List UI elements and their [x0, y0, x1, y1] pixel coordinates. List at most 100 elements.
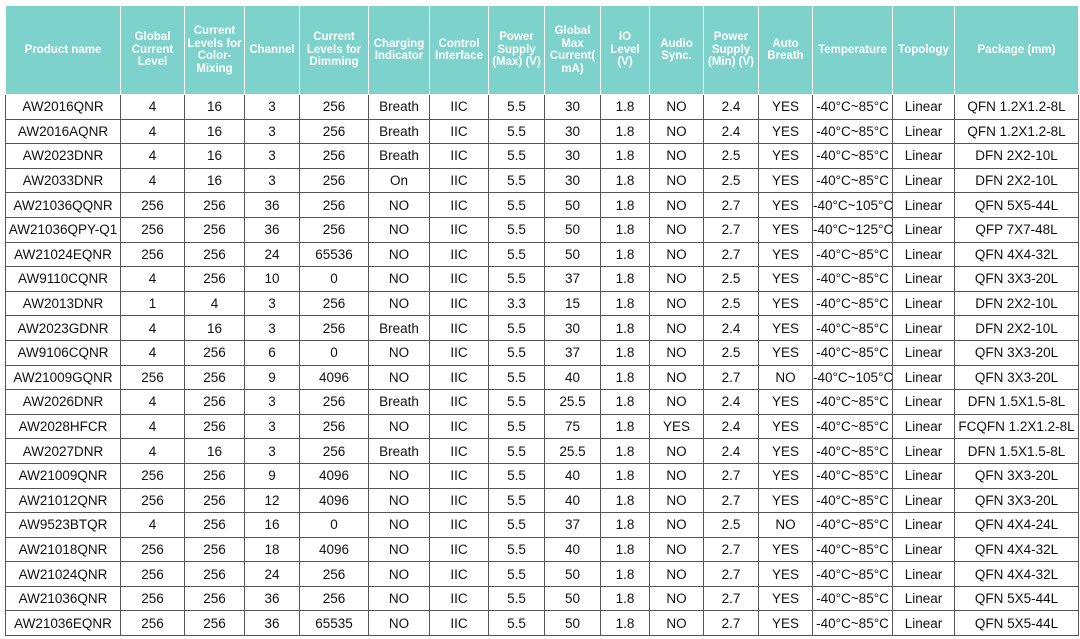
table-cell: IIC — [429, 585, 489, 612]
table-cell: Linear — [892, 315, 955, 341]
table-cell: 24 — [244, 561, 300, 587]
table-cell: 1.8 — [600, 339, 650, 366]
product-name-cell: AW21009GQNR — [5, 364, 121, 391]
table-cell: DFN 2X2-10L — [954, 167, 1079, 194]
table-cell: 1.8 — [600, 167, 650, 194]
table-cell: 40 — [544, 536, 601, 563]
column-header: Package (mm) — [954, 5, 1079, 95]
table-cell: YES — [758, 118, 813, 145]
table-cell: 1.8 — [600, 241, 650, 268]
table-row: AW21036EQNR 256 256 36 65535 NO IIC 5.5 50 1.8 NO 2… — [5, 610, 1079, 637]
table-cell: NO — [368, 339, 430, 366]
table-cell: QFN 5X5-44L — [954, 610, 1079, 637]
table-cell: DFN 1.5X1.5-8L — [954, 438, 1079, 464]
table-cell: NO — [649, 585, 704, 612]
table-cell: 256 — [120, 192, 185, 218]
table-cell: 4 — [120, 315, 185, 341]
table-cell: 12 — [244, 487, 300, 514]
table-cell: 1.8 — [600, 266, 650, 292]
table-cell: 4096 — [299, 364, 369, 391]
table-cell: 16 — [184, 315, 245, 341]
product-name-cell: AW2026DNR — [5, 389, 121, 415]
table-cell: 256 — [299, 389, 369, 415]
table-cell: Breath — [368, 118, 430, 145]
table-cell: NO — [758, 364, 813, 391]
table-cell: -40°C~85°C — [812, 610, 893, 637]
table-cell: 16 — [184, 438, 245, 464]
table-cell: -40°C~85°C — [812, 290, 893, 317]
table-cell: QFN 1.2X1.2-8L — [954, 118, 1079, 145]
table-cell: On — [368, 167, 430, 194]
table-cell: 0 — [299, 339, 369, 366]
product-name-cell: AW21036EQNR — [5, 610, 121, 637]
table-cell: NO — [649, 241, 704, 268]
table-cell: 4 — [120, 167, 185, 194]
table-cell: 1.8 — [600, 389, 650, 415]
table-cell: 16 — [184, 118, 245, 145]
table-cell: 4096 — [299, 487, 369, 514]
table-cell: 30 — [544, 94, 601, 120]
table-cell: 5.5 — [488, 561, 545, 587]
column-header: Topology — [892, 5, 955, 95]
table-cell: 256 — [299, 167, 369, 194]
table-cell: YES — [649, 413, 704, 440]
table-cell: YES — [758, 290, 813, 317]
product-name-cell: AW21036QPY-Q1 — [5, 216, 121, 243]
table-cell: 3 — [244, 167, 300, 194]
table-cell: 1.8 — [600, 536, 650, 563]
column-header: Global Max Current( mA) — [544, 5, 601, 95]
table-cell: -40°C~85°C — [812, 339, 893, 366]
table-cell: 256 — [120, 241, 185, 268]
table-cell: -40°C~85°C — [812, 536, 893, 563]
table-cell: 5.5 — [488, 118, 545, 145]
table-cell: NO — [368, 266, 430, 292]
table-cell: 256 — [299, 315, 369, 341]
column-header: Audio Sync. — [649, 5, 704, 95]
product-name-cell: AW2033DNR — [5, 167, 121, 194]
table-cell: 4 — [120, 94, 185, 120]
product-name-cell: AW21024EQNR — [5, 241, 121, 268]
column-header: Temperature — [812, 5, 893, 95]
table-cell: IIC — [429, 290, 489, 317]
table-cell: 30 — [544, 118, 601, 145]
table-cell: 256 — [120, 561, 185, 587]
table-cell: IIC — [429, 561, 489, 587]
table-cell: QFN 4X4-32L — [954, 241, 1079, 268]
table-row: AW2016AQNR 4 16 3 256 Breath IIC 5.5 30 1.8 NO 2.4 Y… — [5, 118, 1079, 145]
table-cell: 5.5 — [488, 364, 545, 391]
table-cell: NO — [649, 389, 704, 415]
table-cell: Linear — [892, 389, 955, 415]
table-cell: 1.8 — [600, 413, 650, 440]
product-name-cell: AW21018QNR — [5, 536, 121, 563]
table-cell: 50 — [544, 561, 601, 587]
table-cell: IIC — [429, 339, 489, 366]
table-cell: 3 — [244, 315, 300, 341]
table-cell: IIC — [429, 413, 489, 440]
table-cell: 3 — [244, 143, 300, 169]
table-cell: 36 — [244, 585, 300, 612]
product-name-cell: AW21036QNR — [5, 585, 121, 612]
table-cell: NO — [368, 487, 430, 514]
table-cell: 4 — [120, 266, 185, 292]
table-cell: 256 — [120, 487, 185, 514]
table-cell: YES — [758, 241, 813, 268]
table-cell: 36 — [244, 610, 300, 637]
table-cell: 256 — [299, 413, 369, 440]
table-cell: 2.5 — [703, 290, 759, 317]
table-cell: QFN 3X3-20L — [954, 364, 1079, 391]
table-cell: -40°C~85°C — [812, 167, 893, 194]
table-cell: 40 — [544, 487, 601, 514]
table-cell: 256 — [184, 192, 245, 218]
table-cell: 5.5 — [488, 487, 545, 514]
table-cell: Linear — [892, 94, 955, 120]
table-cell: NO — [758, 512, 813, 538]
table-cell: -40°C~85°C — [812, 438, 893, 464]
table-cell: 2.7 — [703, 462, 759, 489]
table-cell: 4 — [120, 339, 185, 366]
table-cell: 3 — [244, 413, 300, 440]
table-cell: 25.5 — [544, 389, 601, 415]
table-cell: QFN 3X3-20L — [954, 487, 1079, 514]
table-cell: 5.5 — [488, 216, 545, 243]
table-cell: Breath — [368, 389, 430, 415]
table-cell: YES — [758, 266, 813, 292]
